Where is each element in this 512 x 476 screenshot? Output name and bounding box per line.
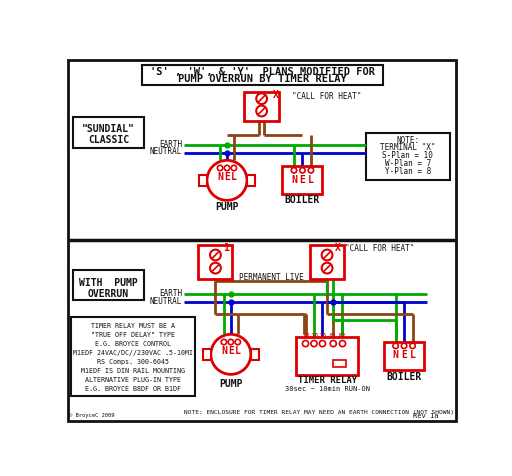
Circle shape xyxy=(256,106,267,117)
Circle shape xyxy=(210,249,221,260)
Circle shape xyxy=(311,340,317,347)
Text: E: E xyxy=(300,175,305,185)
Text: 15: 15 xyxy=(318,333,327,339)
Text: N: N xyxy=(393,350,398,360)
FancyBboxPatch shape xyxy=(244,92,280,121)
FancyBboxPatch shape xyxy=(73,117,144,148)
Circle shape xyxy=(256,93,267,104)
Text: M1EDF 24VAC/DC//230VAC .5-10MI: M1EDF 24VAC/DC//230VAC .5-10MI xyxy=(73,350,193,356)
Text: E: E xyxy=(228,346,234,356)
Circle shape xyxy=(228,339,233,345)
Text: NEUTRAL: NEUTRAL xyxy=(150,297,182,306)
Circle shape xyxy=(410,343,415,348)
Circle shape xyxy=(303,340,309,347)
Text: A2: A2 xyxy=(338,333,347,339)
Circle shape xyxy=(339,340,346,347)
Circle shape xyxy=(291,168,296,173)
Text: 1: 1 xyxy=(223,243,229,253)
FancyBboxPatch shape xyxy=(283,167,323,194)
Text: NOTE:: NOTE: xyxy=(396,136,419,145)
Circle shape xyxy=(322,249,332,260)
Text: "TRUE OFF DELAY" TYPE: "TRUE OFF DELAY" TYPE xyxy=(91,332,175,338)
Text: PUMP OVERRUN BY TIMER RELAY: PUMP OVERRUN BY TIMER RELAY xyxy=(178,74,347,84)
Text: Y-Plan = 8: Y-Plan = 8 xyxy=(385,167,431,176)
FancyBboxPatch shape xyxy=(203,349,211,360)
Circle shape xyxy=(322,263,332,274)
Circle shape xyxy=(224,165,230,171)
Text: L: L xyxy=(308,175,314,185)
Text: N: N xyxy=(217,172,223,182)
Circle shape xyxy=(231,165,237,171)
Text: M1EDF IS DIN RAIL MOUNTING: M1EDF IS DIN RAIL MOUNTING xyxy=(81,368,185,374)
FancyBboxPatch shape xyxy=(72,317,195,396)
Text: PUMP: PUMP xyxy=(219,378,243,388)
Text: WITH  PUMP: WITH PUMP xyxy=(79,278,138,288)
Text: BOILER: BOILER xyxy=(285,195,320,205)
FancyBboxPatch shape xyxy=(142,65,382,85)
Text: E: E xyxy=(401,350,407,360)
Text: "CALL FOR HEAT": "CALL FOR HEAT" xyxy=(345,244,414,253)
Text: ALTERNATIVE PLUG-IN TYPE: ALTERNATIVE PLUG-IN TYPE xyxy=(85,377,181,383)
Circle shape xyxy=(330,340,336,347)
Text: RS Comps. 300-6045: RS Comps. 300-6045 xyxy=(97,359,169,365)
Text: L: L xyxy=(231,172,237,182)
FancyBboxPatch shape xyxy=(296,337,358,375)
FancyBboxPatch shape xyxy=(199,245,232,279)
FancyBboxPatch shape xyxy=(366,133,450,180)
Circle shape xyxy=(210,263,221,274)
FancyBboxPatch shape xyxy=(310,245,344,279)
Text: 'S' , 'W', & 'Y'  PLANS MODIFIED FOR: 'S' , 'W', & 'Y' PLANS MODIFIED FOR xyxy=(150,67,375,77)
Circle shape xyxy=(211,334,251,374)
Circle shape xyxy=(207,160,247,200)
FancyBboxPatch shape xyxy=(247,175,254,186)
Text: X: X xyxy=(335,243,341,253)
Circle shape xyxy=(308,168,314,173)
Text: E: E xyxy=(224,172,230,182)
Text: © BroyceC 2009: © BroyceC 2009 xyxy=(70,414,115,418)
Text: A1: A1 xyxy=(329,333,337,339)
Text: "SUNDIAL": "SUNDIAL" xyxy=(82,125,135,135)
Circle shape xyxy=(221,339,227,345)
Circle shape xyxy=(319,340,326,347)
FancyBboxPatch shape xyxy=(69,60,456,421)
Text: OVERRUN: OVERRUN xyxy=(88,288,129,298)
Text: PERMANENT LIVE: PERMANENT LIVE xyxy=(239,273,304,282)
Text: S-Plan = 10: S-Plan = 10 xyxy=(382,151,433,160)
Text: 16: 16 xyxy=(310,333,318,339)
Text: E.G. BROYCE B8DF OR B1DF: E.G. BROYCE B8DF OR B1DF xyxy=(85,387,181,392)
FancyBboxPatch shape xyxy=(384,342,424,370)
FancyBboxPatch shape xyxy=(251,349,259,360)
Text: "CALL FOR HEAT": "CALL FOR HEAT" xyxy=(292,92,362,101)
Text: Rev 1a: Rev 1a xyxy=(413,413,438,419)
Text: CLASSIC: CLASSIC xyxy=(88,135,129,145)
Circle shape xyxy=(218,165,223,171)
Text: BOILER: BOILER xyxy=(387,372,422,382)
Text: TERMINAL "X": TERMINAL "X" xyxy=(380,143,436,152)
Text: E.G. BROYCE CONTROL: E.G. BROYCE CONTROL xyxy=(95,341,171,347)
Text: NEUTRAL: NEUTRAL xyxy=(150,148,182,156)
Circle shape xyxy=(401,343,407,348)
FancyBboxPatch shape xyxy=(199,175,207,186)
Circle shape xyxy=(393,343,398,348)
Text: TIMER RELAY: TIMER RELAY xyxy=(297,376,357,385)
Circle shape xyxy=(300,168,305,173)
Text: EARTH: EARTH xyxy=(159,139,182,149)
Text: NOTE: ENCLOSURE FOR TIMER RELAY MAY NEED AN EARTH CONNECTION (NOT SHOWN): NOTE: ENCLOSURE FOR TIMER RELAY MAY NEED… xyxy=(184,409,454,415)
Text: L: L xyxy=(410,350,415,360)
Text: W-Plan = 7: W-Plan = 7 xyxy=(385,159,431,168)
FancyBboxPatch shape xyxy=(73,269,144,300)
Text: 30sec ~ 10min RUN-ON: 30sec ~ 10min RUN-ON xyxy=(285,386,370,392)
FancyBboxPatch shape xyxy=(333,360,346,367)
Text: PUMP: PUMP xyxy=(215,201,239,211)
Text: EARTH: EARTH xyxy=(159,289,182,298)
Text: 18: 18 xyxy=(301,333,310,339)
Text: N: N xyxy=(221,346,227,356)
Text: TIMER RELAY MUST BE A: TIMER RELAY MUST BE A xyxy=(91,323,175,329)
Circle shape xyxy=(235,339,241,345)
Text: L: L xyxy=(235,346,241,356)
Text: N: N xyxy=(291,175,297,185)
Text: X: X xyxy=(273,90,279,100)
